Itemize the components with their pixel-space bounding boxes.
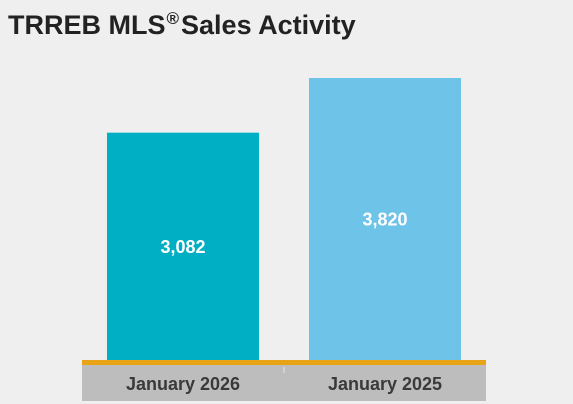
- chart-title-main: TRREB MLS: [8, 10, 166, 40]
- bar-january-2026: [107, 132, 259, 361]
- chart-title-suffix: Sales Activity: [181, 10, 356, 40]
- data-label: 3,082: [160, 237, 205, 257]
- category-tick-label: January 2025: [328, 374, 442, 394]
- data-label: 3,820: [362, 210, 407, 230]
- category-tick-label: January 2026: [126, 374, 240, 394]
- baseline: [82, 360, 486, 365]
- registered-trademark-mark: ®: [166, 9, 180, 28]
- bar-january-2025: [309, 78, 461, 361]
- chart-title: TRREB MLS®Sales Activity: [8, 9, 356, 41]
